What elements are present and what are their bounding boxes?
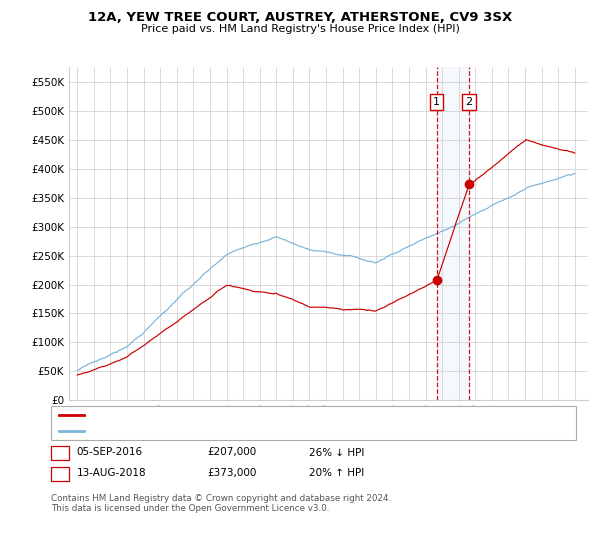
Text: £373,000: £373,000	[207, 468, 256, 478]
Text: 1: 1	[433, 97, 440, 107]
Text: 2: 2	[56, 468, 64, 478]
Text: This data is licensed under the Open Government Licence v3.0.: This data is licensed under the Open Gov…	[51, 504, 329, 513]
Text: £207,000: £207,000	[207, 447, 256, 458]
Text: 13-AUG-2018: 13-AUG-2018	[77, 468, 146, 478]
Text: 05-SEP-2016: 05-SEP-2016	[77, 447, 143, 458]
Text: HPI: Average price, detached house, North Warwickshire: HPI: Average price, detached house, Nort…	[90, 427, 359, 436]
Text: Contains HM Land Registry data © Crown copyright and database right 2024.: Contains HM Land Registry data © Crown c…	[51, 494, 391, 503]
Text: Price paid vs. HM Land Registry's House Price Index (HPI): Price paid vs. HM Land Registry's House …	[140, 24, 460, 34]
Bar	[437, 67, 469, 400]
Text: 12A, YEW TREE COURT, AUSTREY, ATHERSTONE, CV9 3SX (detached house): 12A, YEW TREE COURT, AUSTREY, ATHERSTONE…	[90, 411, 450, 420]
Text: 2: 2	[466, 97, 473, 107]
Text: 12A, YEW TREE COURT, AUSTREY, ATHERSTONE, CV9 3SX: 12A, YEW TREE COURT, AUSTREY, ATHERSTONE…	[88, 11, 512, 24]
Text: 1: 1	[56, 447, 64, 458]
Text: 20% ↑ HPI: 20% ↑ HPI	[309, 468, 364, 478]
Text: 26% ↓ HPI: 26% ↓ HPI	[309, 447, 364, 458]
